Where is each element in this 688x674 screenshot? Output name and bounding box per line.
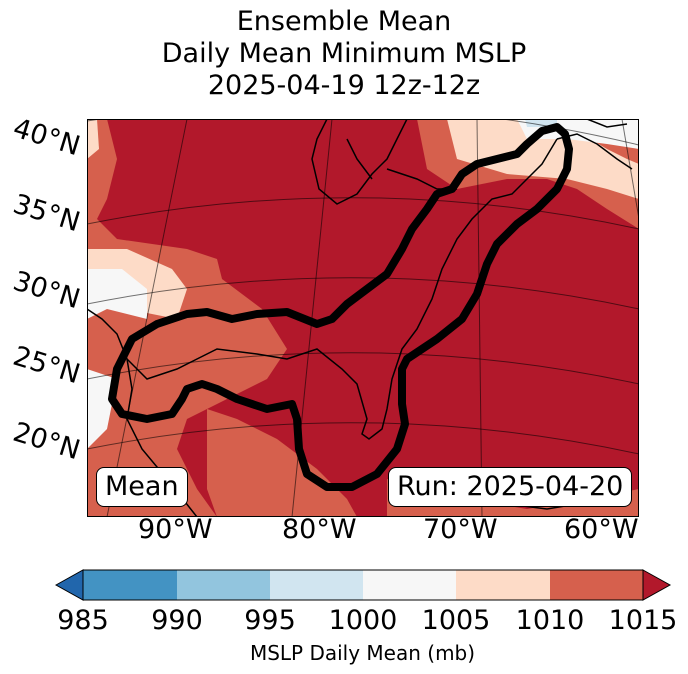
colorbar-bin-985-990 — [83, 570, 177, 600]
probability-contour — [108, 123, 573, 491]
colorbar-tick-1005: 1005 — [421, 605, 491, 636]
shade-995-1000-sw — [87, 369, 117, 449]
lat-label-40: 40°N — [9, 112, 84, 163]
colorbar — [54, 569, 672, 601]
lat-label-30: 30°N — [9, 265, 84, 316]
title-line-1: Ensemble Mean — [236, 6, 452, 37]
colorbar-bin-1000-1005 — [363, 570, 456, 600]
shade-1000-1005-nw — [87, 119, 99, 159]
lon-label-80w: 80°W — [282, 514, 357, 545]
field-label-box: Mean — [96, 467, 188, 507]
shade-1005-1010-south — [387, 479, 639, 517]
colorbar-bin-1005-1010 — [456, 570, 550, 600]
title-line-3: 2025-04-19 12z-12z — [207, 70, 481, 101]
colorbar-bin-995-1000 — [270, 570, 363, 600]
lon-label-60w: 60°W — [564, 514, 639, 545]
colorbar-label: MSLP Daily Mean (mb) — [249, 641, 476, 665]
shade-1005-1010-gulf — [207, 409, 357, 517]
lat-label-35: 35°N — [9, 188, 84, 239]
colorbar-frame — [82, 569, 644, 601]
lon-label-70w: 70°W — [423, 514, 498, 545]
colorbar-extend-high — [642, 569, 672, 601]
shade-995-1000-west — [87, 269, 147, 319]
lon-label-90w: 90°W — [138, 514, 213, 545]
colorbar-tick-1015: 1015 — [608, 605, 678, 636]
lat-label-20: 20°N — [9, 416, 84, 467]
lat-label-25: 25°N — [9, 340, 84, 391]
colorbar-bin-1010-1015 — [550, 570, 643, 600]
shade-1000-1005-northeast — [447, 119, 639, 199]
colorbar-bin-990-995 — [177, 570, 270, 600]
colorbar-tick-1010: 1010 — [515, 605, 585, 636]
colorbar-tick-985: 985 — [57, 605, 109, 636]
mslp-map — [87, 119, 639, 517]
colorbar-extend-low — [54, 569, 84, 601]
title-line-2: Daily Mean Minimum MSLP — [161, 38, 527, 69]
colorbar-tick-990: 990 — [151, 605, 203, 636]
run-date-box: Run: 2025-04-20 — [388, 467, 633, 507]
colorbar-tick-995: 995 — [244, 605, 296, 636]
colorbar-tick-1000: 1000 — [328, 605, 398, 636]
map-frame — [87, 119, 639, 517]
